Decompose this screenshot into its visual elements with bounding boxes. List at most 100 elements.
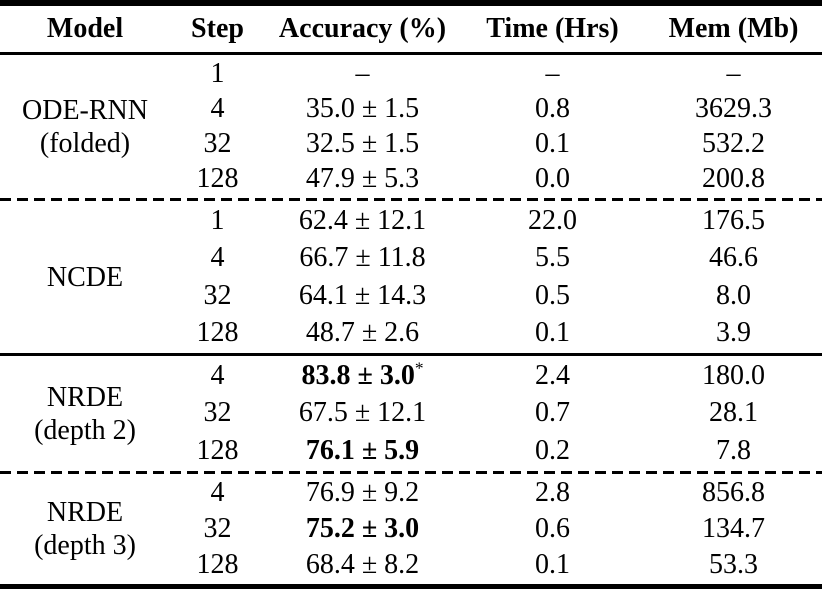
model-cell: ODE-RNN (folded) — [0, 55, 170, 198]
time-cell: 2.4 — [535, 359, 570, 391]
mem-cell: 8.0 — [716, 279, 751, 311]
accuracy-cell: 67.5 ± 12.1 — [265, 397, 460, 429]
model-variant: (folded) — [39, 127, 131, 159]
accuracy-cell: 62.4 ± 12.1 — [265, 205, 460, 237]
accuracy-value: 47.9 ± 5.3 — [305, 163, 420, 195]
accuracy-cell: 75.2 ± 3.0 — [265, 513, 460, 545]
model-variant: (depth 3) — [34, 530, 136, 561]
accuracy-cell: 66.7 ± 11.8 — [265, 242, 460, 274]
table-row: 32 32.5 ± 1.5 0.1 532.2 — [170, 128, 822, 160]
bottom-rule — [0, 584, 822, 589]
model-group-ode-rnn: ODE-RNN (folded) 1 – – – 4 35.0 ± 1.5 0.… — [0, 55, 822, 198]
accuracy-value: 76.9 ± 9.2 — [305, 477, 420, 508]
table-row: 128 47.9 ± 5.3 0.0 200.8 — [170, 163, 822, 195]
time-cell: – — [545, 57, 560, 89]
step-cell: 4 — [210, 359, 225, 391]
mem-cell: 3.9 — [716, 317, 751, 349]
mem-cell: 180.0 — [702, 359, 765, 391]
column-header-step: Step — [191, 13, 244, 44]
accuracy-cell: 32.5 ± 1.5 — [265, 128, 460, 160]
time-cell: 0.7 — [535, 397, 570, 429]
top-rule — [0, 0, 822, 6]
table-row: 4 83.8 ± 3.0* 2.4 180.0 — [170, 358, 822, 392]
step-cell: 128 — [196, 163, 239, 195]
mem-cell: 3629.3 — [695, 92, 772, 124]
column-header-accuracy: Accuracy (%) — [278, 13, 447, 44]
mem-cell: 532.2 — [702, 128, 765, 160]
mid-rule — [0, 353, 822, 356]
time-cell: 0.5 — [535, 279, 570, 311]
accuracy-cell: 47.9 ± 5.3 — [265, 163, 460, 195]
time-cell: 0.8 — [535, 92, 570, 124]
group-rows: 4 83.8 ± 3.0* 2.4 180.0 32 67.5 ± 12.1 0… — [170, 356, 822, 471]
model-name: NRDE — [46, 497, 124, 528]
step-cell: 32 — [203, 279, 232, 311]
step-cell: 1 — [210, 57, 225, 89]
table-row: 32 67.5 ± 12.1 0.7 28.1 — [170, 397, 822, 429]
group-rows: 1 – – – 4 35.0 ± 1.5 0.8 3629.3 32 32.5 … — [170, 55, 822, 198]
step-cell: 4 — [210, 92, 225, 124]
accuracy-cell: 48.7 ± 2.6 — [265, 317, 460, 349]
mem-cell: 28.1 — [709, 397, 758, 429]
accuracy-value: 32.5 ± 1.5 — [305, 128, 420, 160]
model-variant: (depth 2) — [34, 414, 136, 446]
significance-asterisk: * — [414, 358, 424, 378]
accuracy-value: 75.2 ± 3.0 — [305, 513, 420, 544]
model-cell: NCDE — [0, 201, 170, 353]
mem-cell: 46.6 — [709, 242, 758, 274]
time-cell: 22.0 — [528, 204, 577, 236]
step-cell: 128 — [196, 549, 239, 580]
mem-cell: – — [726, 57, 741, 89]
time-cell: 2.8 — [535, 477, 570, 508]
model-group-ncde: NCDE 1 62.4 ± 12.1 22.0 176.5 4 66.7 ± 1… — [0, 201, 822, 353]
accuracy-value: – — [355, 57, 370, 89]
accuracy-value: 76.1 ± 5.9 — [305, 435, 420, 467]
mem-cell: 176.5 — [702, 204, 765, 236]
table-row: 128 68.4 ± 8.2 0.1 53.3 — [170, 549, 822, 581]
table-row: 128 48.7 ± 2.6 0.1 3.9 — [170, 317, 822, 349]
step-cell: 4 — [210, 242, 225, 274]
table-row: 4 76.9 ± 9.2 2.8 856.8 — [170, 477, 822, 509]
table-header-row: Model Step Accuracy (%) Time (Hrs) Mem (… — [0, 6, 822, 52]
model-cell: NRDE (depth 2) — [0, 356, 170, 471]
time-cell: 0.1 — [535, 549, 570, 580]
accuracy-cell: – — [265, 58, 460, 90]
accuracy-value: 83.8 ± 3.0 — [301, 359, 415, 391]
accuracy-value: 35.0 ± 1.5 — [305, 92, 420, 124]
time-cell: 0.0 — [535, 163, 570, 195]
group-rows: 4 76.9 ± 9.2 2.8 856.8 32 75.2 ± 3.0 0.6… — [170, 474, 822, 584]
mem-cell: 134.7 — [702, 513, 765, 544]
column-header-mem: Mem (Mb) — [668, 13, 799, 44]
table-row: 4 66.7 ± 11.8 5.5 46.6 — [170, 242, 822, 274]
mem-cell: 7.8 — [716, 435, 751, 467]
model-name: NRDE — [46, 381, 124, 413]
model-group-nrde-depth2: NRDE (depth 2) 4 83.8 ± 3.0* 2.4 180.0 3… — [0, 356, 822, 471]
group-divider-dashed-1 — [0, 198, 822, 201]
table-row: 32 75.2 ± 3.0 0.6 134.7 — [170, 513, 822, 545]
time-cell: 0.6 — [535, 513, 570, 544]
accuracy-cell: 83.8 ± 3.0* — [265, 358, 460, 392]
model-name: ODE-RNN — [22, 94, 148, 126]
step-cell: 32 — [203, 397, 232, 429]
accuracy-cell: 76.9 ± 9.2 — [265, 477, 460, 509]
accuracy-cell: 76.1 ± 5.9 — [265, 435, 460, 467]
time-cell: 0.1 — [535, 317, 570, 349]
table-row: 4 35.0 ± 1.5 0.8 3629.3 — [170, 93, 822, 125]
table-row: 1 62.4 ± 12.1 22.0 176.5 — [170, 205, 822, 237]
model-group-nrde-depth3: NRDE (depth 3) 4 76.9 ± 9.2 2.8 856.8 32… — [0, 474, 822, 584]
step-cell: 128 — [196, 317, 239, 349]
step-cell: 1 — [210, 204, 225, 236]
table-row: 32 64.1 ± 14.3 0.5 8.0 — [170, 280, 822, 312]
step-cell: 128 — [196, 435, 239, 467]
accuracy-value: 48.7 ± 2.6 — [305, 317, 420, 349]
table-row: 1 – – – — [170, 58, 822, 90]
accuracy-value: 67.5 ± 12.1 — [298, 397, 427, 429]
model-cell: NRDE (depth 3) — [0, 474, 170, 584]
accuracy-value: 66.7 ± 11.8 — [299, 242, 426, 274]
group-rows: 1 62.4 ± 12.1 22.0 176.5 4 66.7 ± 11.8 5… — [170, 201, 822, 353]
accuracy-value: 68.4 ± 8.2 — [305, 549, 420, 580]
time-cell: 0.1 — [535, 128, 570, 160]
time-cell: 0.2 — [535, 435, 570, 467]
accuracy-value: 64.1 ± 14.3 — [298, 279, 427, 311]
